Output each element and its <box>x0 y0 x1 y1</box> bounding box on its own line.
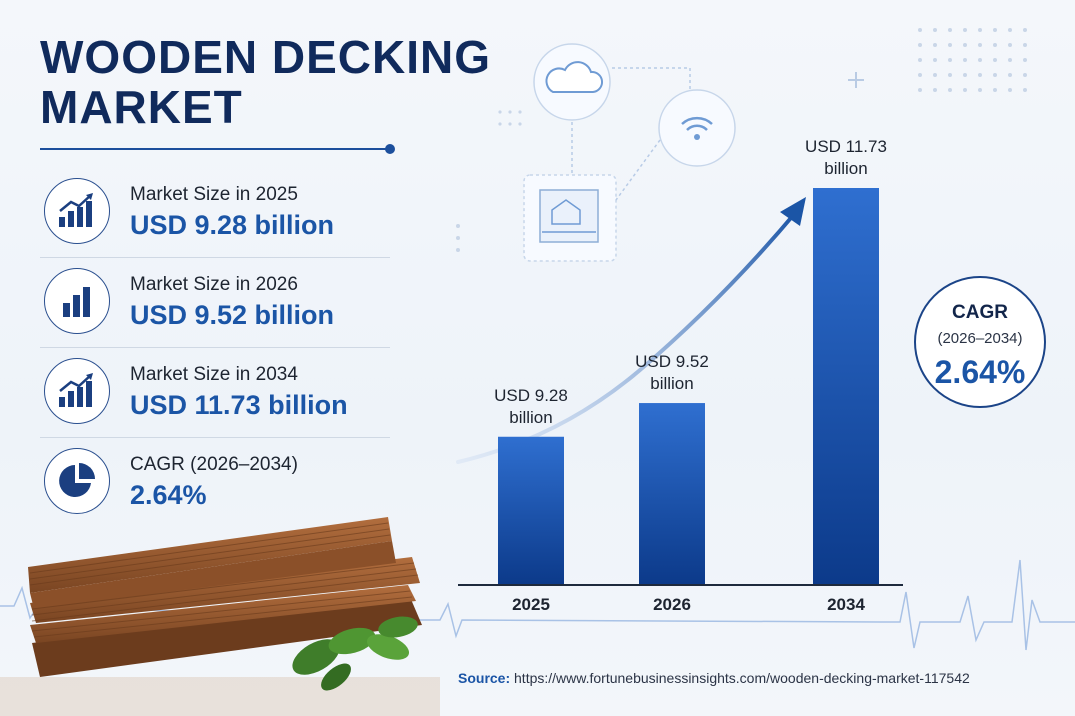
bar-chart: USD 9.28 billion 2025 USD 9.52 billion 2026 US… <box>494 137 887 614</box>
data-label-2026: USD 9.52 <box>635 352 709 371</box>
data-label-2025: billion <box>509 408 552 427</box>
cagr-badge: CAGR (2026–2034) 2.64% <box>914 276 1046 408</box>
title-underline <box>40 148 388 150</box>
stat-label: Market Size in 2026 <box>130 274 298 295</box>
divider <box>40 257 390 258</box>
stat-cagr: CAGR (2026–2034) 2.64% <box>40 440 390 524</box>
title-line-1: WOODEN DECKING <box>40 31 491 83</box>
data-label-2034: USD 11.73 <box>805 137 887 156</box>
stat-value: USD 9.28 billion <box>130 210 335 240</box>
source-url[interactable]: https://www.fortunebusinessinsights.com/… <box>514 670 970 686</box>
stat-market-size-2025: Market Size in 2025 USD 9.28 billion <box>40 170 390 258</box>
rising-bar-chart-icon <box>44 358 110 424</box>
cagr-badge-value: 2.64% <box>934 354 1026 390</box>
divider <box>40 347 390 348</box>
divider <box>40 437 390 438</box>
pie-chart-icon <box>44 448 110 514</box>
stat-label: Market Size in 2034 <box>130 364 298 385</box>
bar-2034 <box>813 188 879 584</box>
x-axis-line <box>458 584 903 586</box>
data-label-2026: billion <box>650 374 693 393</box>
title-line-2: MARKET <box>40 81 243 133</box>
cagr-badge-label: CAGR <box>952 302 1008 323</box>
x-tick-label-2025: 2025 <box>512 595 550 614</box>
title-underline-dot <box>385 144 395 154</box>
x-tick-label-2026: 2026 <box>653 595 691 614</box>
stat-label: CAGR (2026–2034) <box>130 454 298 475</box>
stat-market-size-2034: Market Size in 2034 USD 11.73 billion <box>40 350 390 438</box>
stat-value: USD 11.73 billion <box>130 390 348 420</box>
cagr-badge-period: (2026–2034) <box>937 330 1023 347</box>
bar-chart-icon <box>44 268 110 334</box>
stat-value: 2.64% <box>130 480 207 510</box>
stat-market-size-2026: Market Size in 2026 USD 9.52 billion <box>40 260 390 348</box>
source-label: Source: <box>458 670 511 686</box>
stat-label: Market Size in 2025 <box>130 184 298 205</box>
data-label-2034: billion <box>824 159 867 178</box>
plus-sign-decoration <box>848 72 864 88</box>
leaf-icon <box>292 616 418 691</box>
source-citation: Source: https://www.fortunebusinessinsig… <box>458 670 970 686</box>
data-label-2025: USD 9.28 <box>494 386 568 405</box>
stat-value: USD 9.52 billion <box>130 300 335 330</box>
wooden-planks-illustration <box>0 517 440 716</box>
rising-bar-chart-icon <box>44 178 110 244</box>
bar-2026 <box>639 403 705 584</box>
bar-2025 <box>498 436 564 584</box>
network-illustration <box>523 43 736 262</box>
dot-grid-decoration <box>456 28 1027 252</box>
growth-arrow-head <box>780 197 806 226</box>
x-tick-label-2034: 2034 <box>827 595 865 614</box>
page-title: WOODEN DECKING MARKET <box>40 32 491 132</box>
